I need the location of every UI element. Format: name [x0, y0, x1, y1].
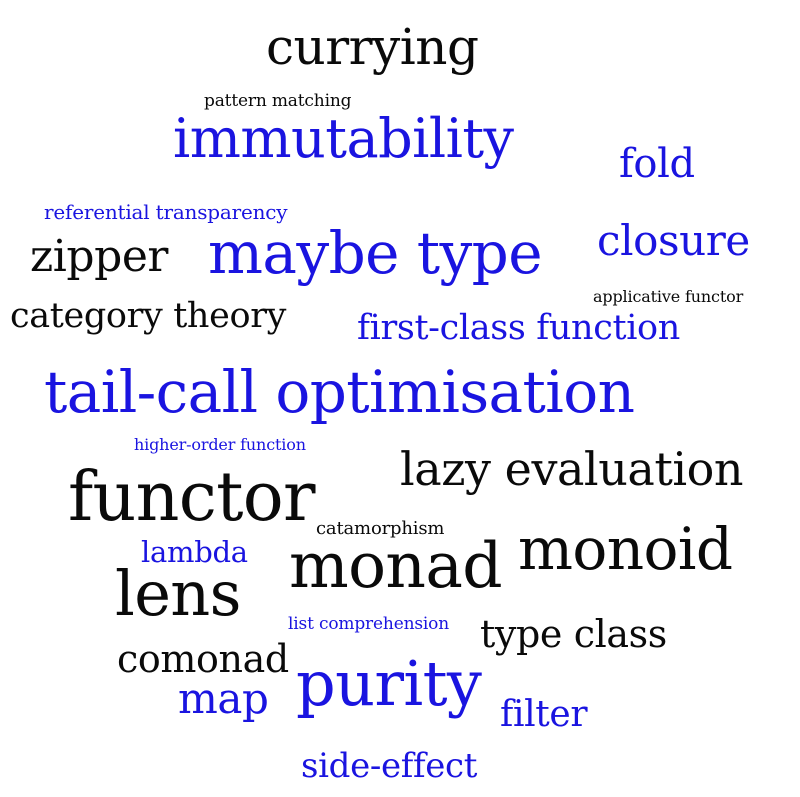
word-comonad: comonad	[117, 637, 289, 681]
word-zipper: zipper	[30, 231, 169, 282]
word-closure: closure	[597, 216, 750, 265]
word-fold: fold	[619, 141, 695, 187]
word-tail-call-optimisation: tail-call optimisation	[44, 358, 635, 426]
word-monoid: monoid	[518, 515, 733, 583]
word-maybe-type: maybe type	[208, 219, 543, 287]
word-list-comprehension: list comprehension	[288, 614, 450, 634]
word-immutability: immutability	[173, 107, 514, 170]
word-lambda: lambda	[141, 535, 248, 569]
word-map: map	[178, 674, 269, 723]
word-first-class-function: first-class function	[357, 308, 680, 348]
word-catamorphism: catamorphism	[316, 518, 445, 539]
word-side-effect: side-effect	[301, 746, 478, 786]
word-category-theory: category theory	[10, 296, 286, 336]
word-filter: filter	[500, 694, 588, 735]
word-higher-order-function: higher-order function	[134, 435, 306, 454]
word-purity: purity	[296, 647, 482, 720]
word-applicative-functor: applicative functor	[593, 287, 744, 306]
word-functor: functor	[68, 458, 316, 537]
word-currying: currying	[266, 18, 479, 76]
word-type-class: type class	[480, 612, 667, 656]
word-pattern-matching: pattern matching	[204, 91, 352, 111]
word-referential-transparency: referential transparency	[44, 200, 288, 224]
word-monad: monad	[289, 529, 503, 602]
word-lazy-evaluation: lazy evaluation	[400, 442, 743, 496]
word-lens: lens	[115, 557, 241, 630]
